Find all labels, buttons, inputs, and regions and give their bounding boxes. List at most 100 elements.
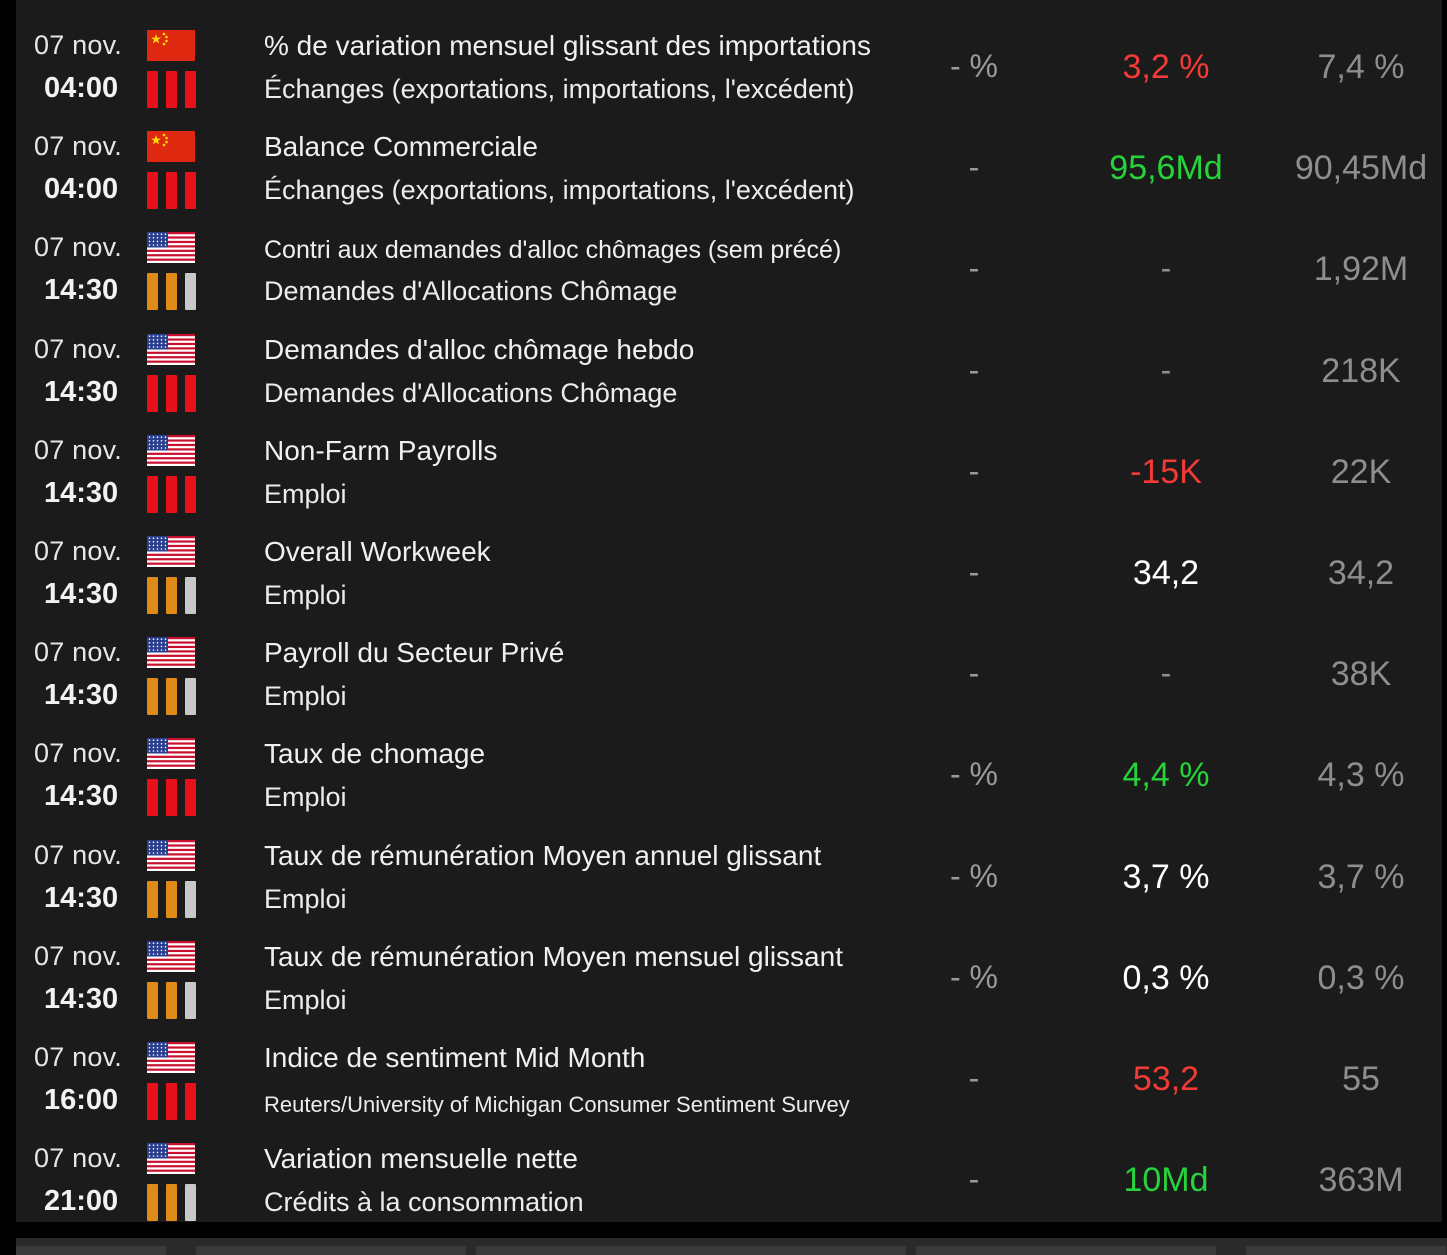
event-title: Non-Farm Payrolls (264, 434, 498, 466)
event-category: Échanges (exportations, importations, l'… (264, 175, 855, 206)
event-row[interactable]: 07 nov. 14:30 Non-Farm Payrolls Emploi - -15K… (16, 415, 1442, 516)
event-row[interactable]: 07 nov. 04:00 Balance Commerciale Échanges … (16, 111, 1442, 212)
forecast-value: - % (950, 857, 998, 894)
importance-bar (147, 475, 158, 513)
importance-bar (166, 577, 177, 614)
event-date: 07 nov. (34, 232, 122, 263)
importance-bars-icon (147, 273, 197, 311)
importance-bar (147, 577, 158, 614)
forecast-value: - (968, 554, 980, 590)
importance-bar (185, 880, 196, 918)
actual-value: 34,2 (1132, 554, 1200, 592)
us-flag-icon (147, 738, 195, 770)
importance-bar (185, 273, 196, 311)
event-time: 14:30 (44, 274, 119, 307)
us-flag-icon (147, 333, 195, 365)
actual-value: 3,2 % (1122, 48, 1210, 86)
importance-bar (185, 981, 196, 1019)
event-category: Crédits à la consommation (264, 1187, 584, 1218)
previous-value: 4,3 % (1317, 756, 1405, 795)
event-category: Demandes d'Allocations Chômage (264, 276, 678, 307)
importance-bar (166, 273, 177, 311)
actual-value: 10Md (1123, 1161, 1209, 1200)
event-time: 14:30 (44, 679, 119, 712)
event-date: 07 nov. (34, 839, 122, 870)
bottom-tab-bar (16, 1238, 1447, 1255)
event-category: Demandes d'Allocations Chômage (264, 377, 678, 408)
event-date: 07 nov. (34, 738, 122, 769)
event-time: 14:30 (44, 578, 119, 610)
previous-value: 34,2 (1327, 554, 1395, 592)
event-row[interactable]: 07 nov. 14:30 Payroll du Secteur Privé Empl… (16, 617, 1442, 718)
event-date: 07 nov. (34, 1042, 122, 1072)
importance-bar (147, 273, 158, 311)
importance-bar (147, 374, 158, 412)
event-row[interactable]: 07 nov. 21:00 Variation mensuelle nette Cré… (16, 1123, 1442, 1224)
forecast-value: - (968, 1161, 980, 1198)
economic-calendar-list: 07 nov. 04:00 % de variation mensuel gliss… (16, 0, 1442, 1222)
event-title: Contri aux demandes d'alloc chômages (se… (264, 236, 842, 265)
importance-bar (166, 374, 177, 412)
actual-value: - (1160, 250, 1172, 287)
event-category: Emploi (264, 984, 347, 1015)
china-flag-icon (147, 30, 195, 61)
event-row[interactable]: 07 nov. 14:30 Overall Workweek Emploi - 34,2 3… (16, 516, 1442, 617)
tab-bar-segment[interactable] (16, 1246, 166, 1255)
importance-bars-icon (147, 880, 197, 918)
importance-bar (185, 577, 196, 614)
importance-bars-icon (147, 981, 197, 1019)
forecast-value: - (968, 452, 980, 489)
importance-bar (185, 172, 196, 210)
us-flag-icon (147, 536, 195, 567)
event-row[interactable]: 07 nov. 14:30 Contri aux demandes d'alloc … (16, 212, 1442, 313)
tab-bar-segment[interactable] (476, 1246, 906, 1255)
event-title: Demandes d'alloc chômage hebdo (264, 333, 695, 365)
previous-value: 0,3 % (1317, 958, 1405, 997)
event-time: 14:30 (44, 982, 119, 1015)
event-row[interactable]: 07 nov. 04:00 % de variation mensuel gliss… (16, 10, 1442, 111)
event-title: Taux de rémunération Moyen annuel glissa… (264, 839, 822, 871)
event-row[interactable]: 07 nov. 16:00 Indice de sentiment Mid Mont… (16, 1022, 1442, 1123)
importance-bar (185, 779, 196, 817)
previous-value: 22K (1330, 452, 1392, 491)
previous-value: 218K (1321, 351, 1401, 390)
actual-value: 95,6Md (1109, 149, 1223, 188)
event-row[interactable]: 07 nov. 14:30 Demandes d'alloc chômage heb… (16, 314, 1442, 415)
event-time: 16:00 (44, 1084, 119, 1116)
importance-bar (147, 880, 158, 918)
previous-value: 7,4 % (1317, 48, 1405, 86)
importance-bars-icon (147, 1184, 197, 1222)
event-title: Variation mensuelle nette (264, 1143, 578, 1175)
importance-bar (166, 71, 177, 108)
previous-value: 3,7 % (1317, 857, 1405, 896)
event-time: 14:30 (44, 476, 119, 509)
event-row[interactable]: 07 nov. 14:30 Taux de rémunération Moyen m… (16, 921, 1442, 1022)
event-category: Emploi (264, 883, 347, 914)
forecast-value: - (968, 655, 980, 692)
us-flag-icon (147, 434, 195, 466)
event-category: Emploi (264, 681, 347, 712)
importance-bar (147, 779, 158, 817)
china-flag-icon (147, 131, 195, 163)
tab-bar-segment[interactable] (196, 1246, 466, 1255)
us-flag-icon (147, 1042, 195, 1073)
importance-bar (185, 374, 196, 412)
importance-bar (147, 981, 158, 1019)
importance-bar (166, 981, 177, 1019)
event-category: Emploi (264, 478, 347, 509)
importance-bar (147, 1083, 158, 1120)
event-row[interactable]: 07 nov. 14:30 Taux de rémunération Moyen a… (16, 820, 1442, 921)
forecast-value: - (968, 250, 980, 287)
event-row[interactable]: 07 nov. 14:30 Taux de chomage Emploi - % 4,4 … (16, 718, 1442, 819)
actual-value: 3,7 % (1122, 857, 1210, 896)
importance-bar (185, 475, 196, 513)
tab-bar-segment[interactable] (1246, 1246, 1446, 1255)
tab-bar-segment[interactable] (916, 1246, 1216, 1255)
event-category: Échanges (exportations, importations, l'… (264, 74, 855, 104)
event-date: 07 nov. (34, 131, 122, 162)
event-title: Indice de sentiment Mid Month (264, 1042, 646, 1073)
event-date: 07 nov. (34, 434, 122, 465)
importance-bar (185, 1184, 196, 1222)
importance-bar (185, 678, 196, 716)
importance-bar (147, 71, 158, 108)
